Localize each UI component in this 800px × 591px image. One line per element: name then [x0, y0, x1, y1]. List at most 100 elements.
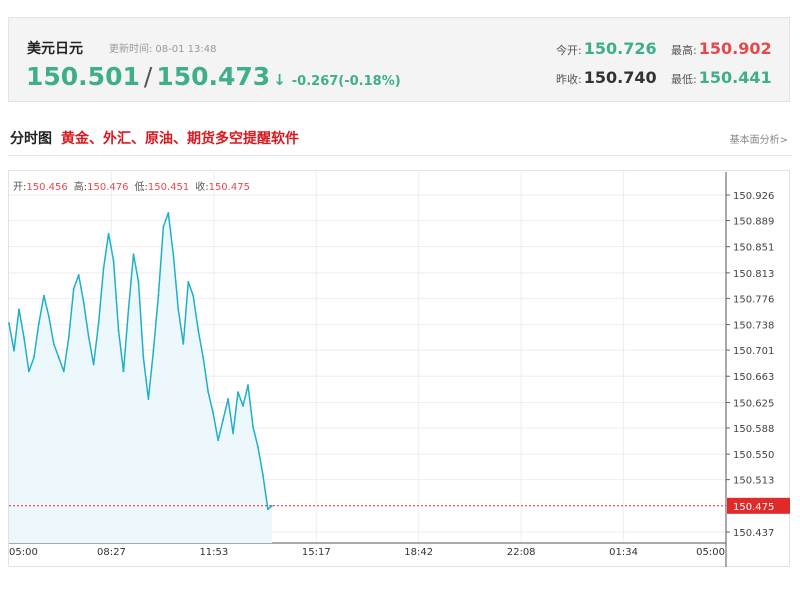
- fundamental-analysis-link[interactable]: 基本面分析>: [729, 135, 788, 146]
- price-point: [222, 418, 225, 421]
- price-point: [262, 473, 264, 476]
- section-divider: [8, 155, 792, 156]
- price-point: [82, 301, 85, 304]
- price-point: [28, 370, 30, 373]
- update-time-value: 08-01 13:48: [155, 44, 217, 55]
- high-stat: 最高: 150.902: [671, 39, 772, 58]
- price-point: [202, 356, 205, 359]
- y-tick-label: 150.513: [733, 476, 774, 487]
- ask-price: 150.473: [156, 62, 271, 91]
- price-point: [217, 439, 220, 442]
- price-point: [122, 370, 125, 373]
- price-point: [207, 391, 210, 393]
- y-tick-label: 150.437: [733, 528, 774, 539]
- ohlc-close-value: 150.475: [208, 182, 250, 193]
- price-point: [33, 356, 35, 359]
- low-label: 最低:: [671, 73, 697, 86]
- down-arrow-icon: ↓: [273, 71, 286, 89]
- price-point: [212, 411, 215, 414]
- price-point: [117, 329, 120, 331]
- price-point: [227, 398, 230, 400]
- update-time-label: 更新时间:: [109, 44, 153, 55]
- price-point: [187, 280, 190, 283]
- bid-price: 150.501: [26, 62, 140, 91]
- y-tick-label: 150.625: [733, 398, 774, 409]
- price-point: [97, 322, 100, 325]
- prev-close-value: 150.740: [583, 68, 657, 87]
- price-point: [38, 322, 40, 325]
- price-point: [72, 287, 75, 290]
- x-tick-label: 18:42: [404, 547, 433, 558]
- prev-close-label: 昨收:: [556, 73, 582, 86]
- x-tick-label: 05:00: [9, 547, 38, 558]
- x-tick-label: 11:53: [199, 547, 228, 558]
- instrument-name: 美元日元: [27, 41, 83, 57]
- y-tick-label: 150.588: [733, 424, 774, 435]
- ohlc-high-value: 150.476: [87, 182, 129, 193]
- price-point: [8, 322, 10, 325]
- y-tick-label: 150.926: [733, 191, 774, 202]
- y-tick-label: 150.550: [733, 450, 774, 461]
- price-change: -0.267(-0.18%): [291, 74, 401, 89]
- price-point: [192, 294, 195, 297]
- high-label: 最高:: [671, 44, 697, 57]
- ohlc-low-label: 低:: [134, 182, 148, 193]
- ohlc-open-label: 开:: [13, 182, 27, 193]
- y-tick-label: 150.663: [733, 372, 774, 383]
- ohlc-readout: 开:150.456 高:150.476 低:150.451 收:150.475: [13, 178, 256, 193]
- price-line: 150.501/150.473 ↓ -0.267(-0.18%): [26, 62, 401, 91]
- price-separator: /: [143, 62, 153, 91]
- ohlc-low-value: 150.451: [147, 182, 190, 193]
- y-tick-label: 150.738: [733, 321, 774, 332]
- price-point: [247, 384, 249, 387]
- promo-link[interactable]: 黄金、外汇、原油、期货多空提醒软件: [61, 131, 299, 147]
- price-point: [23, 336, 25, 338]
- section-title: 分时图: [10, 131, 52, 147]
- price-point: [132, 253, 135, 256]
- price-point: [77, 274, 80, 276]
- x-tick-label: 05:00: [696, 547, 725, 558]
- price-point: [257, 446, 259, 449]
- high-value: 150.902: [698, 39, 772, 58]
- open-value: 150.726: [583, 39, 657, 58]
- low-stat: 最低: 150.441: [671, 68, 772, 87]
- price-line: [8, 212, 273, 511]
- price-point: [18, 308, 20, 311]
- price-point: [242, 405, 244, 407]
- price-point: [182, 343, 185, 345]
- price-point: [62, 370, 65, 373]
- x-tick-label: 22:08: [507, 547, 536, 558]
- price-point: [137, 280, 140, 283]
- price-point: [237, 391, 239, 393]
- price-point: [232, 432, 235, 435]
- price-point: [147, 398, 150, 400]
- price-point: [172, 253, 175, 256]
- quote-panel: 美元日元 更新时间: 08-01 13:48 150.501/150.473 ↓ -0…: [8, 17, 790, 102]
- low-value: 150.441: [698, 68, 772, 87]
- price-point: [152, 349, 155, 352]
- prev-close-stat: 昨收: 150.740: [556, 68, 657, 87]
- last-price-badge: [727, 497, 790, 514]
- last-price-label: 150.475: [733, 502, 774, 513]
- price-point: [102, 267, 105, 269]
- ohlc-open-value: 150.456: [26, 182, 68, 193]
- y-tick-label: 150.889: [733, 216, 774, 227]
- x-tick-label: 15:17: [302, 547, 331, 558]
- price-point: [112, 260, 115, 263]
- price-point: [267, 508, 269, 511]
- y-tick-label: 150.813: [733, 269, 774, 280]
- y-tick-label: 150.701: [733, 346, 774, 357]
- chart-frame: [8, 170, 790, 567]
- price-point: [13, 349, 15, 352]
- price-point: [162, 225, 165, 228]
- open-stat: 今开: 150.726: [556, 39, 657, 58]
- y-tick-label: 150.776: [733, 294, 774, 305]
- price-point: [87, 336, 90, 338]
- price-point: [107, 232, 110, 235]
- price-point: [67, 336, 70, 338]
- price-area: [9, 212, 272, 543]
- update-time: 更新时间: 08-01 13:48: [109, 40, 219, 55]
- price-point: [142, 356, 145, 359]
- x-tick-label: 08:27: [97, 547, 126, 558]
